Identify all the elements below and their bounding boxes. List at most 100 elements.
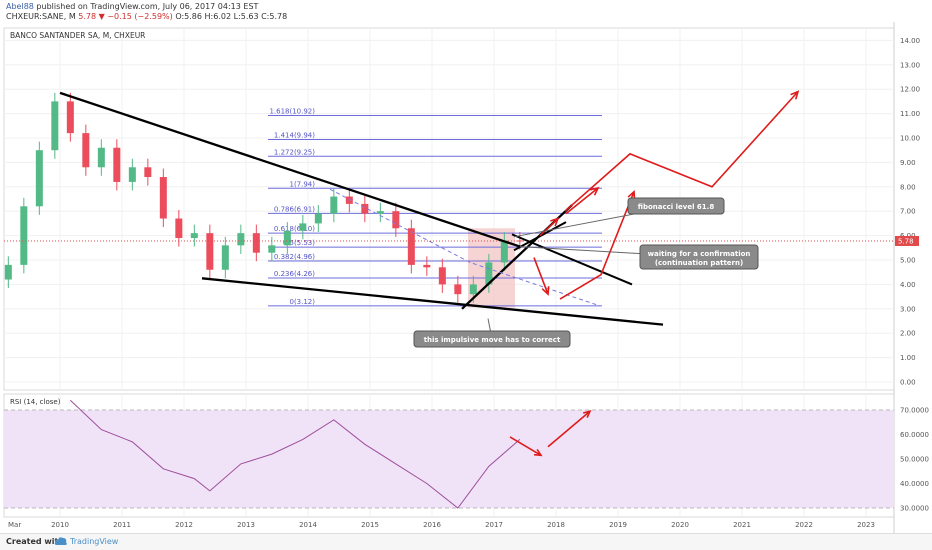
x-tick-label: 2017: [485, 521, 503, 529]
candle-body: [206, 233, 214, 270]
y-tick-label: 2.00: [900, 330, 916, 338]
fib-level-label: 0.5(5.53): [283, 239, 315, 247]
projection-arrow: [539, 217, 559, 237]
chart-title: BANCO SANTANDER SA, M, CHXEUR: [10, 31, 145, 40]
rsi-tick-label: 60.0000: [900, 431, 929, 439]
candle-body: [35, 150, 43, 207]
fib-level-label: 1.272(9.25): [274, 148, 315, 156]
candle-body: [252, 233, 260, 253]
candle-body: [516, 240, 524, 242]
rsi-band: [4, 410, 894, 508]
candle-body: [376, 211, 384, 214]
candle-body: [299, 223, 307, 231]
y-tick-label: 0.00: [900, 379, 916, 387]
upper-trendline: [59, 91, 521, 248]
candle-body: [268, 245, 276, 253]
rsi-projection-arrow: [547, 410, 591, 448]
candle-body: [144, 167, 152, 178]
y-tick-label: 1.00: [900, 354, 916, 362]
candle-body: [128, 167, 136, 182]
last-price-tag: [895, 235, 919, 246]
symbol: CHXEUR:SANE, M: [6, 12, 76, 21]
callout-impulsive-move: [413, 330, 571, 348]
projection-arrow: [564, 91, 799, 212]
x-tick-label: 2022: [795, 521, 813, 529]
rsi-projection-arrowhead: [533, 449, 543, 457]
y-tick-label: 7.00: [900, 208, 916, 216]
created-with-text: Created with: [6, 537, 65, 546]
rsi-label: RSI (14, close): [10, 398, 61, 406]
projection-arrowhead: [590, 186, 600, 196]
x-tick-label: 2015: [361, 521, 379, 529]
footer-bar: Created with TradingView: [0, 533, 932, 550]
x-tick-label: 2013: [237, 521, 255, 529]
x-tick-label: 2011: [113, 521, 131, 529]
fib-level-label: 0.236(4.26): [274, 270, 315, 278]
tradingview-cloud-icon: [54, 537, 67, 545]
candle-body: [392, 211, 400, 229]
projection-arrowhead: [541, 286, 550, 296]
lower-trendline: [201, 277, 664, 326]
y-tick-label: 11.00: [900, 110, 920, 118]
fib-level-label: 0.786(6.91): [274, 205, 315, 213]
x-tick-label: 2014: [299, 521, 317, 529]
candle-body: [190, 233, 198, 239]
y-tick-label: 10.00: [900, 135, 920, 143]
x-tick-label: 2020: [671, 521, 689, 529]
rsi-tick-label: 50.0000: [900, 456, 929, 464]
main-pane: [3, 27, 895, 391]
candle-body: [423, 264, 431, 268]
tradingview-brand[interactable]: TradingView: [70, 537, 119, 546]
y-tick-label: 12.00: [900, 86, 920, 94]
rsi-tick-label: 70.0000: [900, 407, 929, 415]
fib-level-label: 1.618(10.92): [269, 108, 315, 116]
candle-body: [82, 133, 90, 168]
last-price-tag-label: 5.78: [898, 237, 914, 245]
projection-arrow: [533, 257, 549, 295]
candle-body: [113, 147, 121, 182]
last-price: 5.78: [78, 12, 97, 21]
candle-body: [283, 230, 291, 246]
published-text: published on TradingView.com, July 06, 2…: [36, 2, 259, 11]
publish-line: Abel88 published on TradingView.com, Jul…: [6, 2, 258, 11]
symbol-line: CHXEUR:SANE, M 5.78 ▼ −0.15 (−2.59%) O:5…: [6, 12, 287, 21]
ohlc-values: O:5.86 H:6.02 L:5.63 C:5.78: [175, 12, 288, 21]
fib-level-label: 0.618(6.10): [274, 225, 315, 233]
candle-body: [345, 196, 353, 204]
candle-body: [407, 228, 415, 265]
projection-arrowhead: [627, 189, 636, 200]
x-tick-label: 2018: [547, 521, 565, 529]
candle-body: [221, 245, 229, 270]
x-tick-label: 2021: [733, 521, 751, 529]
candle-body: [66, 101, 74, 134]
rsi-tick-label: 30.0000: [900, 505, 929, 513]
x-tick-label: 2023: [857, 521, 875, 529]
projection-arrowhead: [550, 217, 560, 227]
fib-level-label: 1.414(9.94): [274, 131, 315, 139]
projection-arrowhead: [790, 90, 800, 100]
candle-body: [159, 177, 167, 219]
x-tick-label: 2016: [423, 521, 441, 529]
y-tick-label: 14.00: [900, 37, 920, 45]
candle-body: [454, 284, 462, 295]
y-tick-label: 8.00: [900, 183, 916, 191]
callout-confirmation: [639, 244, 759, 270]
fib-dashed-guide: [329, 188, 601, 307]
projection-arrow: [565, 187, 599, 215]
callout-text: waiting for a confirmation: [648, 250, 751, 258]
projection-arrow: [559, 191, 635, 300]
candle-body: [4, 264, 12, 280]
rsi-tick-label: 40.0000: [900, 480, 929, 488]
author-name[interactable]: Abel88: [6, 2, 34, 11]
candle-body: [314, 213, 322, 224]
descending-trendline: [511, 233, 633, 286]
callout-text: fibonacci level 61.8: [638, 203, 715, 211]
rsi-line: [69, 399, 521, 509]
candle-body: [438, 267, 446, 285]
candle-body: [237, 233, 245, 246]
callout-text: (continuation pattern): [655, 259, 743, 267]
y-tick-label: 5.00: [900, 257, 916, 265]
x-tick-label: 2012: [175, 521, 193, 529]
candle-body: [361, 203, 369, 214]
candle-body: [500, 240, 508, 263]
